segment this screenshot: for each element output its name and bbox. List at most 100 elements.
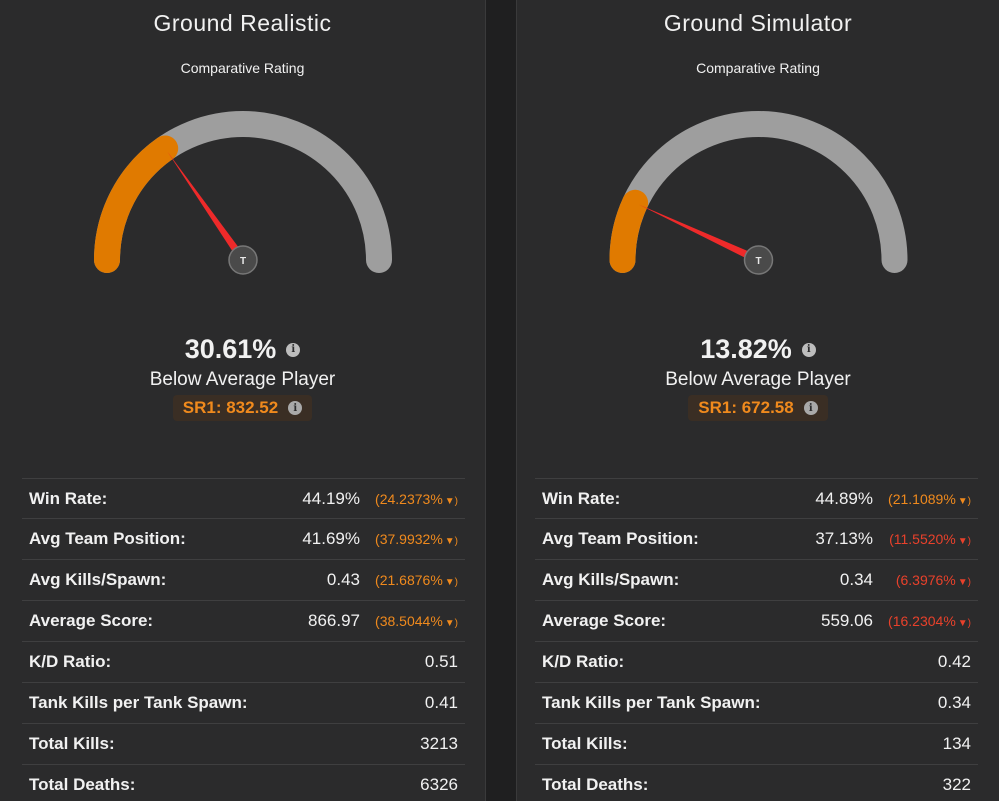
stat-value-group: 866.97 (38.5044% ▼) [308, 611, 458, 631]
stat-row: Average Score: 559.06 (16.2304% ▼) [535, 601, 978, 642]
stat-label: Average Score: [542, 611, 667, 630]
stat-value-group: 44.89% (21.1089% ▼) [815, 489, 971, 509]
stat-change: (21.6876% ▼) [372, 572, 458, 588]
sr-badge: SR1: 832.52 i [172, 395, 313, 421]
stat-label: K/D Ratio: [29, 652, 112, 671]
stat-label: K/D Ratio: [542, 652, 625, 671]
info-icon[interactable]: i [803, 401, 818, 415]
stats-table: Win Rate: 44.19% (24.2373% ▼) Avg Team Posit… [22, 478, 465, 801]
stat-change-value: (38.5044% [375, 613, 443, 629]
stat-value-group: 0.34 (6.3976% ▼) [840, 570, 971, 590]
stat-value: 0.51 [424, 652, 458, 671]
gauge-track [94, 111, 392, 273]
stat-value: 0.43 [326, 570, 360, 589]
stat-value-group: 44.19% (24.2373% ▼) [302, 489, 458, 509]
panel-gutter [486, 0, 516, 801]
stat-row: Total Deaths: 322 [535, 765, 978, 801]
stat-value-group: 322 [943, 775, 971, 795]
stat-change: (16.2304% ▼) [885, 613, 971, 629]
info-icon[interactable]: i [801, 342, 816, 357]
stat-value-group: 134 [943, 734, 971, 754]
stat-value: 866.97 [308, 611, 360, 630]
stat-row: Avg Kills/Spawn: 0.43 (21.6876% ▼) [22, 560, 465, 601]
stat-value-group: 559.06 (16.2304% ▼) [821, 611, 971, 631]
down-arrow-icon: ▼) [957, 577, 971, 588]
gauge-hub [228, 245, 258, 275]
stats-table: Win Rate: 44.89% (21.1089% ▼) Avg Team Posit… [535, 478, 978, 801]
stat-label: Avg Kills/Spawn: [29, 570, 167, 589]
stat-row: Total Kills: 134 [535, 724, 978, 765]
stat-row: K/D Ratio: 0.51 [22, 642, 465, 683]
rank-label: Below Average Player [149, 369, 336, 390]
down-arrow-icon: ▼) [957, 618, 971, 629]
stat-change: (24.2373% ▼) [372, 491, 458, 507]
stat-change-value: (24.2373% [375, 490, 443, 507]
sr-value: SR1: 832.52 [182, 398, 279, 417]
gauge-fill [94, 135, 179, 273]
stat-label: Tank Kills per Tank Spawn: [29, 693, 248, 712]
rating-percent-row: 13.82% i [517, 334, 999, 365]
stat-change-value: (21.1089% [888, 490, 956, 507]
stat-label: Win Rate: [29, 488, 108, 508]
stat-value: 559.06 [821, 611, 873, 630]
stat-value: 44.19% [302, 488, 360, 508]
down-arrow-icon: ▼) [957, 536, 971, 547]
info-icon[interactable]: i [286, 342, 301, 357]
stat-row: Total Deaths: 6326 [22, 765, 465, 801]
stat-value: 37.13% [815, 529, 873, 548]
stat-change: (6.3976% ▼) [885, 572, 971, 588]
stat-value: 41.69% [302, 529, 360, 548]
gauge-hub-label: T [755, 256, 761, 267]
stat-value: 0.34 [839, 570, 873, 589]
stat-change: (21.1089% ▼) [885, 491, 971, 507]
stat-label: Total Kills: [29, 734, 115, 753]
down-arrow-icon: ▼) [444, 618, 458, 629]
stat-value-group: 37.13% (11.5520% ▼) [815, 529, 971, 549]
stat-change-value: (6.3976% [895, 572, 956, 588]
stat-row: Win Rate: 44.89% (21.1089% ▼) [535, 478, 978, 519]
sr-badge: SR1: 672.58 i [688, 395, 828, 421]
stat-row: Win Rate: 44.19% (24.2373% ▼) [22, 478, 465, 519]
comparative-rating-gauge: T [609, 111, 908, 275]
panel-title: Ground Simulator [663, 10, 853, 36]
comparative-rating-label: Comparative Rating [696, 60, 820, 76]
comparative-rating-gauge: T [94, 111, 392, 275]
stat-label: Tank Kills per Tank Spawn: [542, 693, 761, 712]
stat-value-group: 0.41 [425, 693, 458, 713]
rating-percent: 13.82% [700, 334, 792, 364]
stat-value: 6326 [420, 775, 458, 794]
stat-change-value: (37.9932% [375, 531, 443, 547]
stat-value-group: 0.43 (21.6876% ▼) [327, 570, 458, 590]
stat-row: Tank Kills per Tank Spawn: 0.41 [22, 683, 465, 724]
stat-change-value: (16.2304% [888, 613, 956, 629]
down-arrow-icon: ▼) [957, 495, 971, 507]
stat-label: Avg Team Position: [542, 529, 699, 548]
gauge-hub-label: T [240, 256, 246, 267]
comparative-rating-label: Comparative Rating [180, 60, 305, 76]
stat-label: Total Kills: [542, 734, 628, 753]
stat-value: 0.34 [937, 693, 971, 712]
stat-label: Total Deaths: [542, 775, 649, 794]
down-arrow-icon: ▼) [444, 577, 458, 588]
stat-row: Total Kills: 3213 [22, 724, 465, 765]
stat-label: Avg Team Position: [29, 529, 186, 548]
info-icon[interactable]: i [288, 401, 303, 415]
stat-value-group: 6326 [420, 775, 458, 795]
gauge-needle [638, 204, 761, 264]
stat-value: 0.41 [424, 693, 458, 712]
stat-value: 0.42 [937, 652, 971, 671]
stat-label: Average Score: [29, 611, 154, 630]
stat-value: 3213 [420, 734, 458, 753]
gauge-needle [167, 151, 247, 263]
ground-realistic-panel: Ground Realistic Comparative Rating T 30… [0, 0, 486, 801]
down-arrow-icon: ▼) [444, 536, 458, 547]
stat-change-value: (21.6876% [375, 572, 443, 588]
stat-value: 134 [942, 734, 971, 753]
stat-value: 322 [942, 775, 971, 794]
stat-row: Tank Kills per Tank Spawn: 0.34 [535, 683, 978, 724]
gauge-track [609, 111, 908, 273]
rating-percent: 30.61% [184, 334, 277, 364]
stat-value-group: 41.69% (37.9932% ▼) [302, 529, 458, 549]
stat-row: Avg Team Position: 41.69% (37.9932% ▼) [22, 519, 465, 560]
stat-row: K/D Ratio: 0.42 [535, 642, 978, 683]
